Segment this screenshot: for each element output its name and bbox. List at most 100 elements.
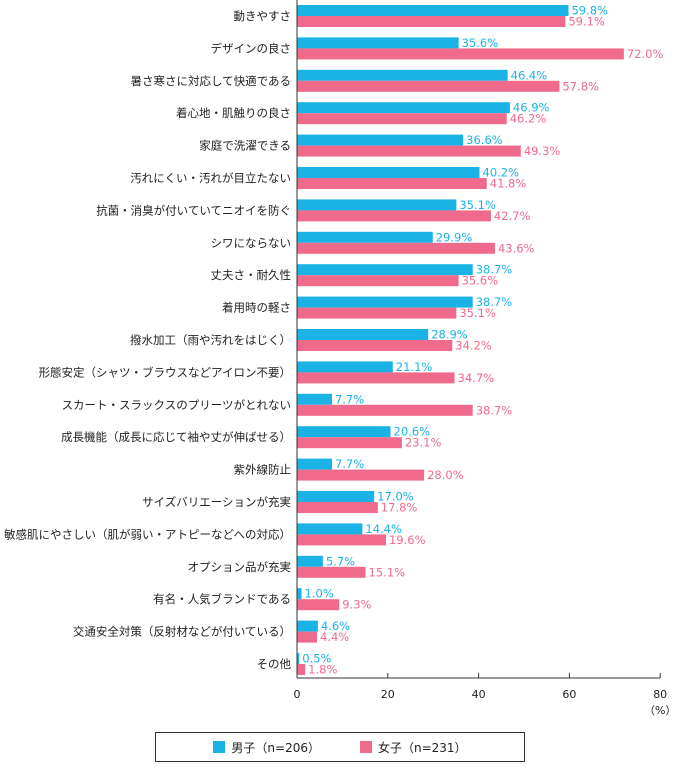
value-label-male: 46.9% [513,101,550,115]
value-label-male: 17.0% [377,490,414,504]
value-label-female: 35.6% [462,274,499,288]
value-label-female: 28.0% [427,468,464,482]
bar-female [297,502,378,513]
category-label: 着用時の軽さ [222,301,291,315]
bar-female [297,307,457,319]
bar-female [297,178,487,189]
value-label-female: 59.1% [568,15,605,29]
value-label-female: 57.8% [562,79,599,93]
bar-female [297,469,425,481]
bar-male [297,620,318,632]
value-label-male: 4.6% [321,619,350,633]
value-label-male: 38.7% [476,263,513,277]
value-label-male: 38.7% [476,295,513,309]
category-label: サイズバリエーションが充実 [142,495,291,509]
value-label-female: 34.2% [455,339,492,353]
value-label-female: 35.1% [459,306,496,320]
value-label-female: 38.7% [476,403,513,417]
bar-female [297,404,473,416]
bar-male [297,491,375,502]
x-tick-label: 20 [381,688,395,701]
value-label-female: 42.7% [494,209,531,223]
bar-male [297,361,393,373]
bar-female [297,372,455,384]
bar-female [297,664,306,675]
bar-male [297,329,429,340]
category-label: 交通安全対策（反射材などが付いている） [73,625,291,639]
value-label-male: 7.7% [335,457,364,471]
bar-male [297,5,569,16]
bar-female [297,242,495,254]
category-label: 形態安定（シャツ・ブラウスなどアイロン不要） [39,365,291,379]
bar-male [297,653,300,664]
bar-male [297,393,332,405]
legend: 男子（n=206） 女子（n=231） [155,732,525,762]
category-label: デザインの良さ [211,41,292,55]
bar-female [297,48,624,60]
value-label-female: 49.3% [524,144,561,158]
value-label-male: 14.4% [365,522,402,536]
legend-swatch-female [360,741,372,753]
legend-label-female: 女子（n=231） [378,740,467,755]
value-label-female: 1.8% [308,663,337,677]
legend-swatch-male [213,741,226,753]
bar-male [297,69,508,81]
bar-female [297,113,507,125]
bar-female [297,534,386,546]
value-label-male: 46.4% [511,68,548,82]
value-label-female: 15.1% [369,565,406,579]
bar-female [297,631,317,643]
category-label: シワにならない [211,236,292,250]
value-label-female: 46.2% [510,112,547,126]
category-label: 着心地・肌触りの良さ [176,106,291,120]
bar-female [297,340,453,351]
value-label-female: 17.8% [381,501,418,515]
value-label-male: 28.9% [431,328,468,342]
legend-item-female: 女子（n=231） [360,739,467,756]
bar-male [297,555,323,567]
bar-female [297,145,521,157]
x-tick-label: 40 [472,688,486,701]
category-label: スカート・スラックスのプリーツがとれない [62,398,291,412]
value-label-male: 0.5% [302,652,331,666]
category-label: 汚れにくい・汚れが目立たない [130,171,291,185]
value-label-male: 35.1% [459,198,496,212]
bar-male [297,523,363,535]
value-label-female: 9.3% [342,598,371,612]
value-label-male: 7.7% [335,392,364,406]
x-tick-label: 60 [562,688,576,701]
value-label-female: 43.6% [498,241,535,255]
x-unit-label: （%） [644,704,676,717]
value-label-female: 72.0% [627,47,664,61]
category-label: オプション品が充実 [188,560,292,574]
category-label: 丈夫さ・耐久性 [211,268,292,282]
value-label-male: 1.0% [305,587,334,601]
category-label: 成長機能（成長に応じて袖や丈が伸ばせる） [61,430,291,444]
legend-label-male: 男子（n=206） [231,740,320,755]
value-label-male: 40.2% [483,166,520,180]
bar-male [297,458,332,470]
value-label-female: 34.7% [458,371,495,385]
bar-male [297,199,457,211]
bar-female [297,566,366,578]
bar-female [297,599,340,611]
bar-male [297,426,391,438]
bar-male [297,588,302,600]
value-label-male: 29.9% [436,230,473,244]
bar-male [297,167,480,178]
value-label-male: 20.6% [394,425,431,439]
x-tick-label: 0 [294,688,301,701]
legend-item-male: 男子（n=206） [213,739,320,756]
category-label: 有名・人気ブランドである [153,592,291,606]
bar-male [297,231,433,243]
bar-male [297,134,464,146]
category-label: 家庭で洗濯できる [199,139,291,153]
value-label-male: 36.6% [466,133,503,147]
bar-male [297,37,459,49]
bar-male [297,264,473,276]
category-label: 動きやすさ [234,9,292,23]
bar-female [297,16,566,27]
category-label: その他 [257,657,292,671]
bar-female [297,275,459,287]
bar-male [297,102,510,114]
